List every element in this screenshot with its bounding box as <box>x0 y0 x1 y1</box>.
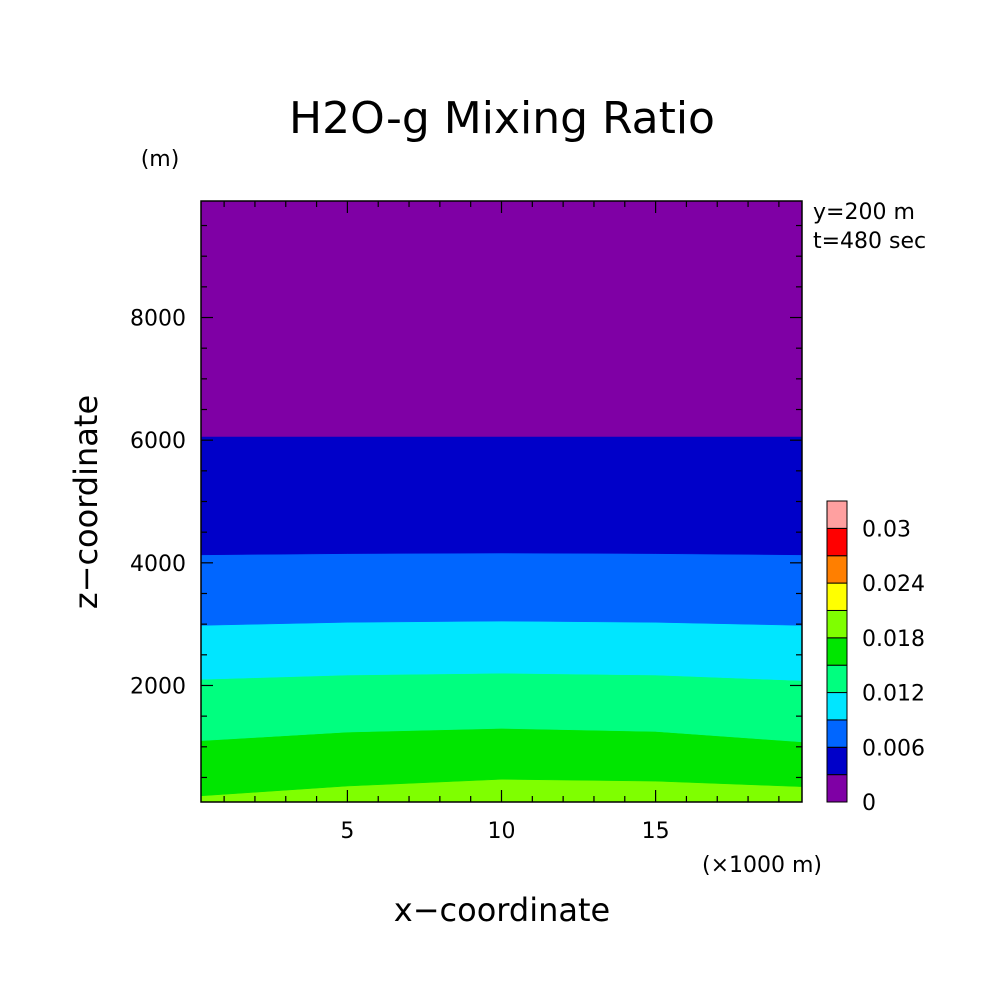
colorbar-segment <box>826 582 848 611</box>
plot-area <box>200 200 803 803</box>
annotation-y-position: y=200 m <box>813 200 915 225</box>
colorbar-segment <box>826 664 848 694</box>
colorbar-segment <box>826 637 848 666</box>
x-tick-label: 10 <box>488 819 516 844</box>
y-axis-label: z−coordinate <box>67 395 105 609</box>
x-tick-label: 5 <box>340 819 354 844</box>
y-tick-labels: 2000 4000 6000 8000 <box>130 307 186 700</box>
colorbar <box>826 500 848 803</box>
colorbar-segment <box>826 719 848 748</box>
y-tick-label: 8000 <box>130 307 186 332</box>
x-unit-label: (×1000 m) <box>702 853 822 878</box>
axis-ticks <box>201 201 802 802</box>
x-axis-label: x−coordinate <box>394 891 610 929</box>
colorbar-segment <box>826 527 848 557</box>
annotation-time: t=480 sec <box>813 229 926 254</box>
colorbar-segment <box>826 692 848 721</box>
contour-band <box>200 200 803 437</box>
colorbar-segment <box>826 555 848 584</box>
colorbar-label: 0.006 <box>862 736 925 761</box>
chart-title: H2O-g Mixing Ratio <box>289 93 715 144</box>
contour-band <box>200 552 803 626</box>
colorbar-label: 0 <box>862 791 876 816</box>
plot-frame <box>200 200 803 803</box>
colorbar-label: 0.024 <box>862 572 925 597</box>
y-unit-label: (m) <box>141 147 180 172</box>
y-tick-label: 4000 <box>130 552 186 577</box>
colorbar-segment <box>826 746 848 776</box>
colorbar-segment <box>826 500 848 529</box>
contour-band <box>200 436 803 556</box>
colorbar-labels: 0 0.006 0.012 0.018 0.024 0.03 <box>862 517 925 816</box>
colorbar-segment <box>826 774 848 803</box>
x-tick-label: 15 <box>642 819 670 844</box>
colorbar-label: 0.012 <box>862 682 925 707</box>
y-tick-label: 6000 <box>130 429 186 454</box>
x-tick-labels: 5 10 15 <box>340 819 669 844</box>
colorbar-label: 0.018 <box>862 627 925 652</box>
colorbar-label: 0.03 <box>862 517 911 542</box>
y-tick-label: 2000 <box>130 674 186 699</box>
contour-band <box>200 620 803 681</box>
colorbar-segment <box>826 609 848 639</box>
